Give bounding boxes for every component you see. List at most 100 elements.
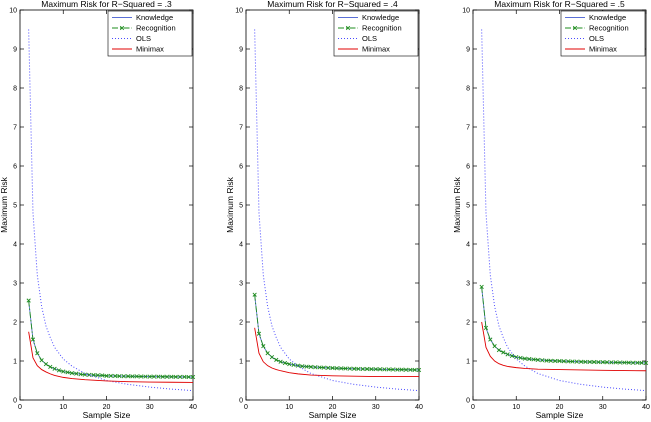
data-point-recognition [360, 366, 365, 372]
y-tick-label: 7 [13, 125, 17, 132]
data-point-recognition [95, 373, 100, 378]
data-point-recognition [635, 360, 640, 365]
y-tick-label: 6 [239, 164, 243, 171]
series-line-recognition [28, 300, 194, 378]
data-point-recognition [617, 360, 623, 365]
chart-panel-r-squared-5: Maximum Risk for R−Squared = .5 Sample Si… [452, 0, 650, 420]
legend-marker [345, 25, 351, 31]
series-line-ols [28, 29, 194, 392]
y-tick-label: 9 [13, 47, 17, 54]
data-point-recognition [609, 360, 614, 365]
data-point-recognition [408, 367, 413, 372]
y-tick-label: 5 [466, 203, 470, 210]
data-point-recognition [308, 364, 313, 369]
legend-label: Minimax [589, 45, 617, 54]
data-point-recognition [43, 362, 49, 367]
legend-label: Knowledge [362, 13, 399, 22]
data-point-recognition [587, 359, 592, 365]
data-point-recognition [395, 367, 400, 372]
data-point-recognition [626, 360, 631, 365]
data-point-recognition [186, 374, 191, 380]
chart-panel-r-squared-3: Maximum Risk for R−Squared = .3 Sample Si… [0, 0, 197, 420]
data-point-recognition [300, 364, 305, 369]
data-point-recognition [591, 359, 597, 365]
data-point-recognition [113, 373, 118, 379]
y-tick-label: 2 [13, 320, 17, 327]
data-point-recognition [382, 367, 387, 372]
data-point-recognition [269, 354, 275, 360]
data-point-recognition [557, 358, 562, 364]
data-point-recognition [190, 374, 196, 380]
data-point-recognition [104, 373, 109, 378]
data-point-recognition [326, 365, 331, 370]
data-point-recognition [278, 359, 283, 364]
series-line-minimax [28, 331, 194, 383]
data-point-recognition [574, 359, 579, 364]
data-point-recognition [540, 358, 545, 363]
data-point-recognition [412, 367, 417, 373]
data-point-recognition [182, 374, 187, 380]
y-tick-label: 3 [239, 281, 243, 288]
data-point-recognition [334, 366, 339, 371]
data-point-recognition [386, 367, 391, 372]
data-point-recognition [87, 372, 92, 377]
data-point-recognition [256, 331, 262, 336]
x-axis-label: Sample Size [83, 410, 131, 420]
legend-box [107, 10, 193, 57]
data-point-recognition [56, 368, 62, 373]
data-point-recognition [252, 292, 257, 297]
data-point-recognition [352, 366, 357, 371]
data-point-recognition [600, 360, 605, 365]
y-tick-label: 0 [466, 398, 470, 405]
x-tick-label: 30 [146, 404, 154, 411]
data-point-recognition [596, 359, 601, 365]
y-tick-label: 5 [239, 203, 243, 210]
data-point-recognition [321, 365, 326, 370]
y-axis-label: Maximum Risk [0, 176, 9, 232]
data-point-recognition [570, 359, 575, 364]
plot-area [472, 9, 647, 401]
y-tick-label: 10 [9, 8, 17, 15]
legend-label: Recognition [136, 24, 176, 33]
x-tick-label: 40 [415, 404, 423, 411]
data-point-recognition [35, 351, 40, 356]
data-point-recognition [265, 351, 270, 356]
data-point-recognition [160, 374, 165, 379]
data-point-recognition [261, 344, 266, 349]
data-point-recognition [138, 374, 144, 379]
data-point-recognition [61, 369, 66, 374]
data-point-recognition [535, 357, 540, 362]
data-point-recognition [501, 350, 506, 355]
series-line-recognition [254, 294, 420, 371]
x-axis-label: Sample Size [536, 410, 584, 420]
y-tick-label: 6 [13, 164, 17, 171]
series-line-recognition [481, 286, 647, 364]
data-point-recognition [369, 366, 374, 372]
data-point-recognition [156, 374, 161, 379]
data-point-recognition [117, 374, 122, 379]
data-point-recognition [130, 374, 135, 379]
data-point-recognition [169, 374, 174, 379]
y-tick-label: 3 [13, 281, 17, 288]
data-point-recognition [287, 362, 292, 367]
data-point-recognition [121, 374, 126, 379]
legend-label: OLS [362, 34, 377, 43]
data-point-recognition [151, 374, 157, 379]
data-point-recognition [78, 372, 83, 377]
legend-box [560, 10, 646, 57]
data-point-recognition [583, 359, 588, 364]
data-point-recognition [313, 365, 318, 370]
data-point-recognition [173, 374, 178, 379]
data-point-recognition [479, 284, 484, 290]
chart-panel-r-squared-4: Maximum Risk for R−Squared = .4 Sample Si… [225, 0, 423, 420]
data-point-recognition [483, 325, 489, 330]
data-point-recognition [82, 372, 87, 377]
y-tick-label: 10 [462, 8, 470, 15]
data-point-recognition [639, 360, 644, 365]
data-point-recognition [330, 365, 335, 371]
chart-title: Maximum Risk for R−Squared = .3 [41, 0, 172, 9]
data-point-recognition [69, 370, 75, 376]
y-tick-label: 4 [13, 242, 17, 249]
